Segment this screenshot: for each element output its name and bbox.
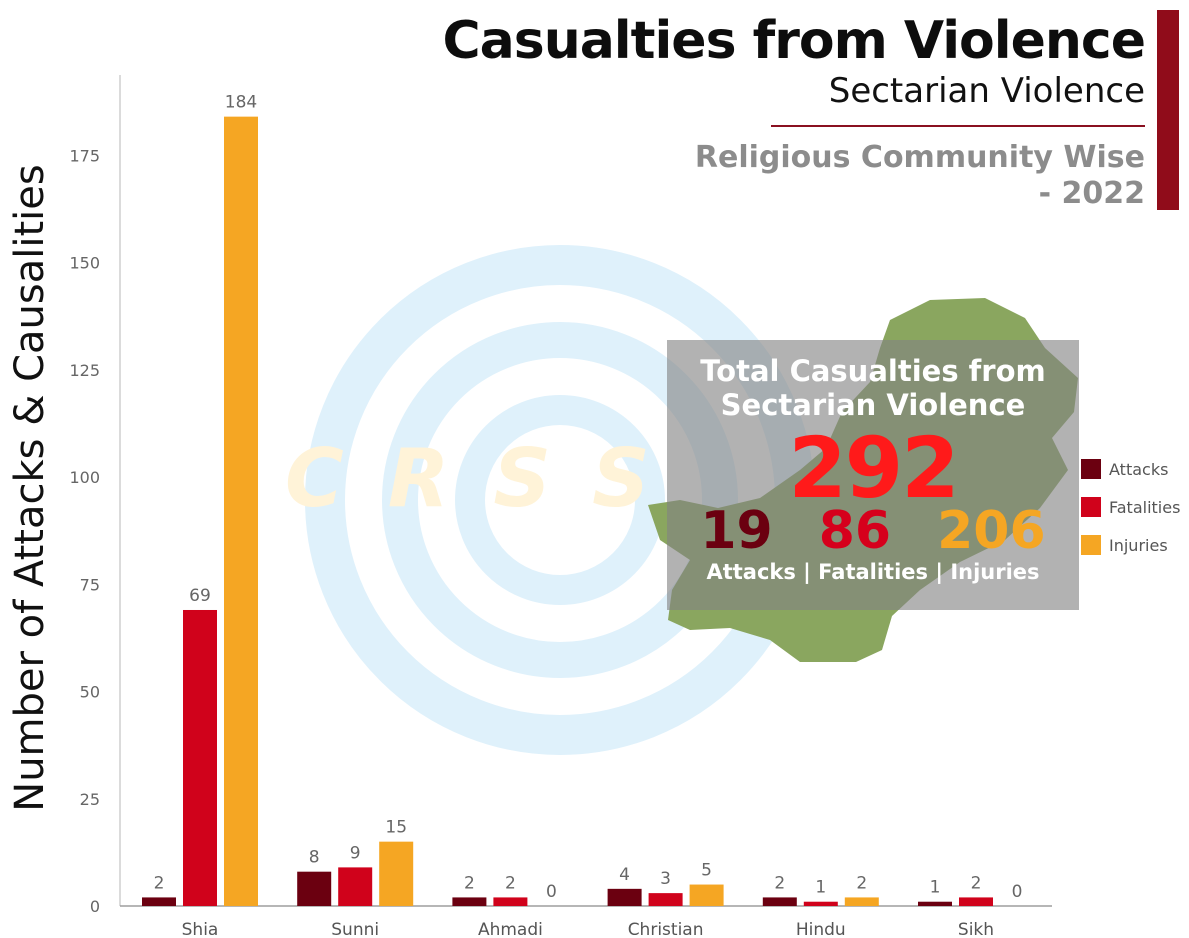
category-labels: Shia Sunni Ahmadi Christian Hindu Sikh	[182, 920, 994, 938]
category-label-shia: Shia	[182, 920, 219, 938]
title-block: Casualties from Violence Sectarian Viole…	[442, 4, 1146, 111]
bar-fatalities-hindu	[803, 901, 838, 906]
bar-injuries-christian	[689, 884, 724, 906]
watermark-text: CRSS	[285, 432, 694, 525]
data-labels: 2 69 184 8 9 15 2 2 0 4 3 5 2 1 2 1 2 0	[154, 93, 1023, 902]
summary-title: Total Casualties from Sectarian Violence	[667, 354, 1079, 422]
data-label: 9	[350, 843, 361, 863]
secondary-subtitle-line2: - 2022	[1038, 176, 1145, 211]
legend-label: Fatalities	[1109, 497, 1181, 517]
y-tick-label: 50	[80, 683, 100, 702]
bar-attacks-shia	[142, 897, 176, 906]
legend-swatch	[1081, 459, 1101, 479]
bar-attacks-christian	[607, 888, 642, 906]
y-tick-labels: 0 25 50 75 100 125 150 175	[69, 146, 100, 916]
summary-fatalities: 86	[818, 501, 892, 561]
data-label: 2	[464, 873, 475, 893]
bar-injuries-sunni	[379, 841, 414, 906]
summary-attacks: 19	[700, 501, 773, 561]
y-tick-label: 100	[69, 468, 100, 487]
summary-box: Total Casualties from Sectarian Violence…	[667, 340, 1079, 610]
summary-injuries: 206	[937, 501, 1046, 561]
bar-fatalities-christian	[648, 893, 683, 906]
data-label: 2	[774, 873, 785, 893]
data-label: 0	[1012, 882, 1023, 902]
data-label: 0	[546, 882, 557, 902]
data-label: 69	[189, 586, 211, 606]
legend-item-attacks: Attacks	[1081, 450, 1180, 488]
page-subtitle: Sectarian Violence	[828, 71, 1145, 111]
accent-bar	[1157, 10, 1179, 210]
category-label-sikh: Sikh	[958, 920, 994, 938]
data-label: 15	[385, 818, 407, 838]
bar-attacks-ahmadi	[452, 897, 487, 906]
bar-attacks-sikh	[918, 901, 952, 906]
category-label-hindu: Hindu	[796, 920, 846, 938]
summary-caption: Attacks | Fatalities | Injuries	[706, 560, 1040, 584]
data-label: 1	[930, 878, 941, 898]
y-tick-label: 25	[80, 790, 100, 809]
data-label: 2	[154, 873, 165, 893]
data-label: 2	[505, 873, 516, 893]
summary-title-line2: Sectarian Violence	[720, 388, 1026, 422]
bar-fatalities-ahmadi	[493, 897, 528, 906]
legend-label: Attacks	[1109, 459, 1169, 479]
summary-total: 292	[788, 419, 959, 517]
bar-fatalities-sunni	[338, 867, 373, 906]
category-label-christian: Christian	[628, 920, 704, 938]
summary-title-line1: Total Casualties from	[700, 354, 1046, 388]
y-tick-label: 150	[69, 254, 100, 273]
y-tick-label: 125	[69, 361, 100, 380]
bar-injuries-shia	[224, 116, 258, 906]
summary-breakdown: 19 86 206	[667, 502, 1079, 560]
legend-label: Injuries	[1109, 535, 1168, 555]
legend-item-fatalities: Fatalities	[1081, 488, 1180, 526]
title-divider	[771, 125, 1145, 127]
data-label: 1	[815, 878, 826, 898]
secondary-subtitle-line1: Religious Community Wise	[694, 140, 1145, 175]
data-label: 2	[971, 873, 982, 893]
legend: Attacks Fatalities Injuries	[1081, 450, 1180, 564]
y-tick-label: 75	[80, 575, 100, 594]
y-axis-title: Number of Attacks & Causalities	[7, 164, 53, 812]
legend-swatch	[1081, 497, 1101, 517]
data-label: 184	[225, 93, 257, 113]
data-label: 2	[856, 873, 867, 893]
bar-attacks-hindu	[762, 897, 797, 906]
page-title: Casualties from Violence	[442, 11, 1146, 71]
data-label: 8	[309, 848, 320, 868]
data-label: 5	[701, 861, 712, 881]
bars	[142, 116, 993, 906]
legend-swatch	[1081, 535, 1101, 555]
data-label: 4	[619, 865, 630, 885]
data-label: 3	[660, 869, 671, 889]
y-tick-label: 175	[69, 146, 100, 165]
bar-fatalities-sikh	[959, 897, 993, 906]
category-label-ahmadi: Ahmadi	[478, 920, 543, 938]
category-label-sunni: Sunni	[331, 920, 379, 938]
bar-fatalities-shia	[183, 609, 217, 906]
bar-attacks-sunni	[297, 871, 332, 906]
secondary-subtitle: Religious Community Wise - 2022	[695, 140, 1145, 212]
y-tick-label: 0	[90, 897, 100, 916]
legend-item-injuries: Injuries	[1081, 526, 1180, 564]
bar-injuries-hindu	[844, 897, 879, 906]
